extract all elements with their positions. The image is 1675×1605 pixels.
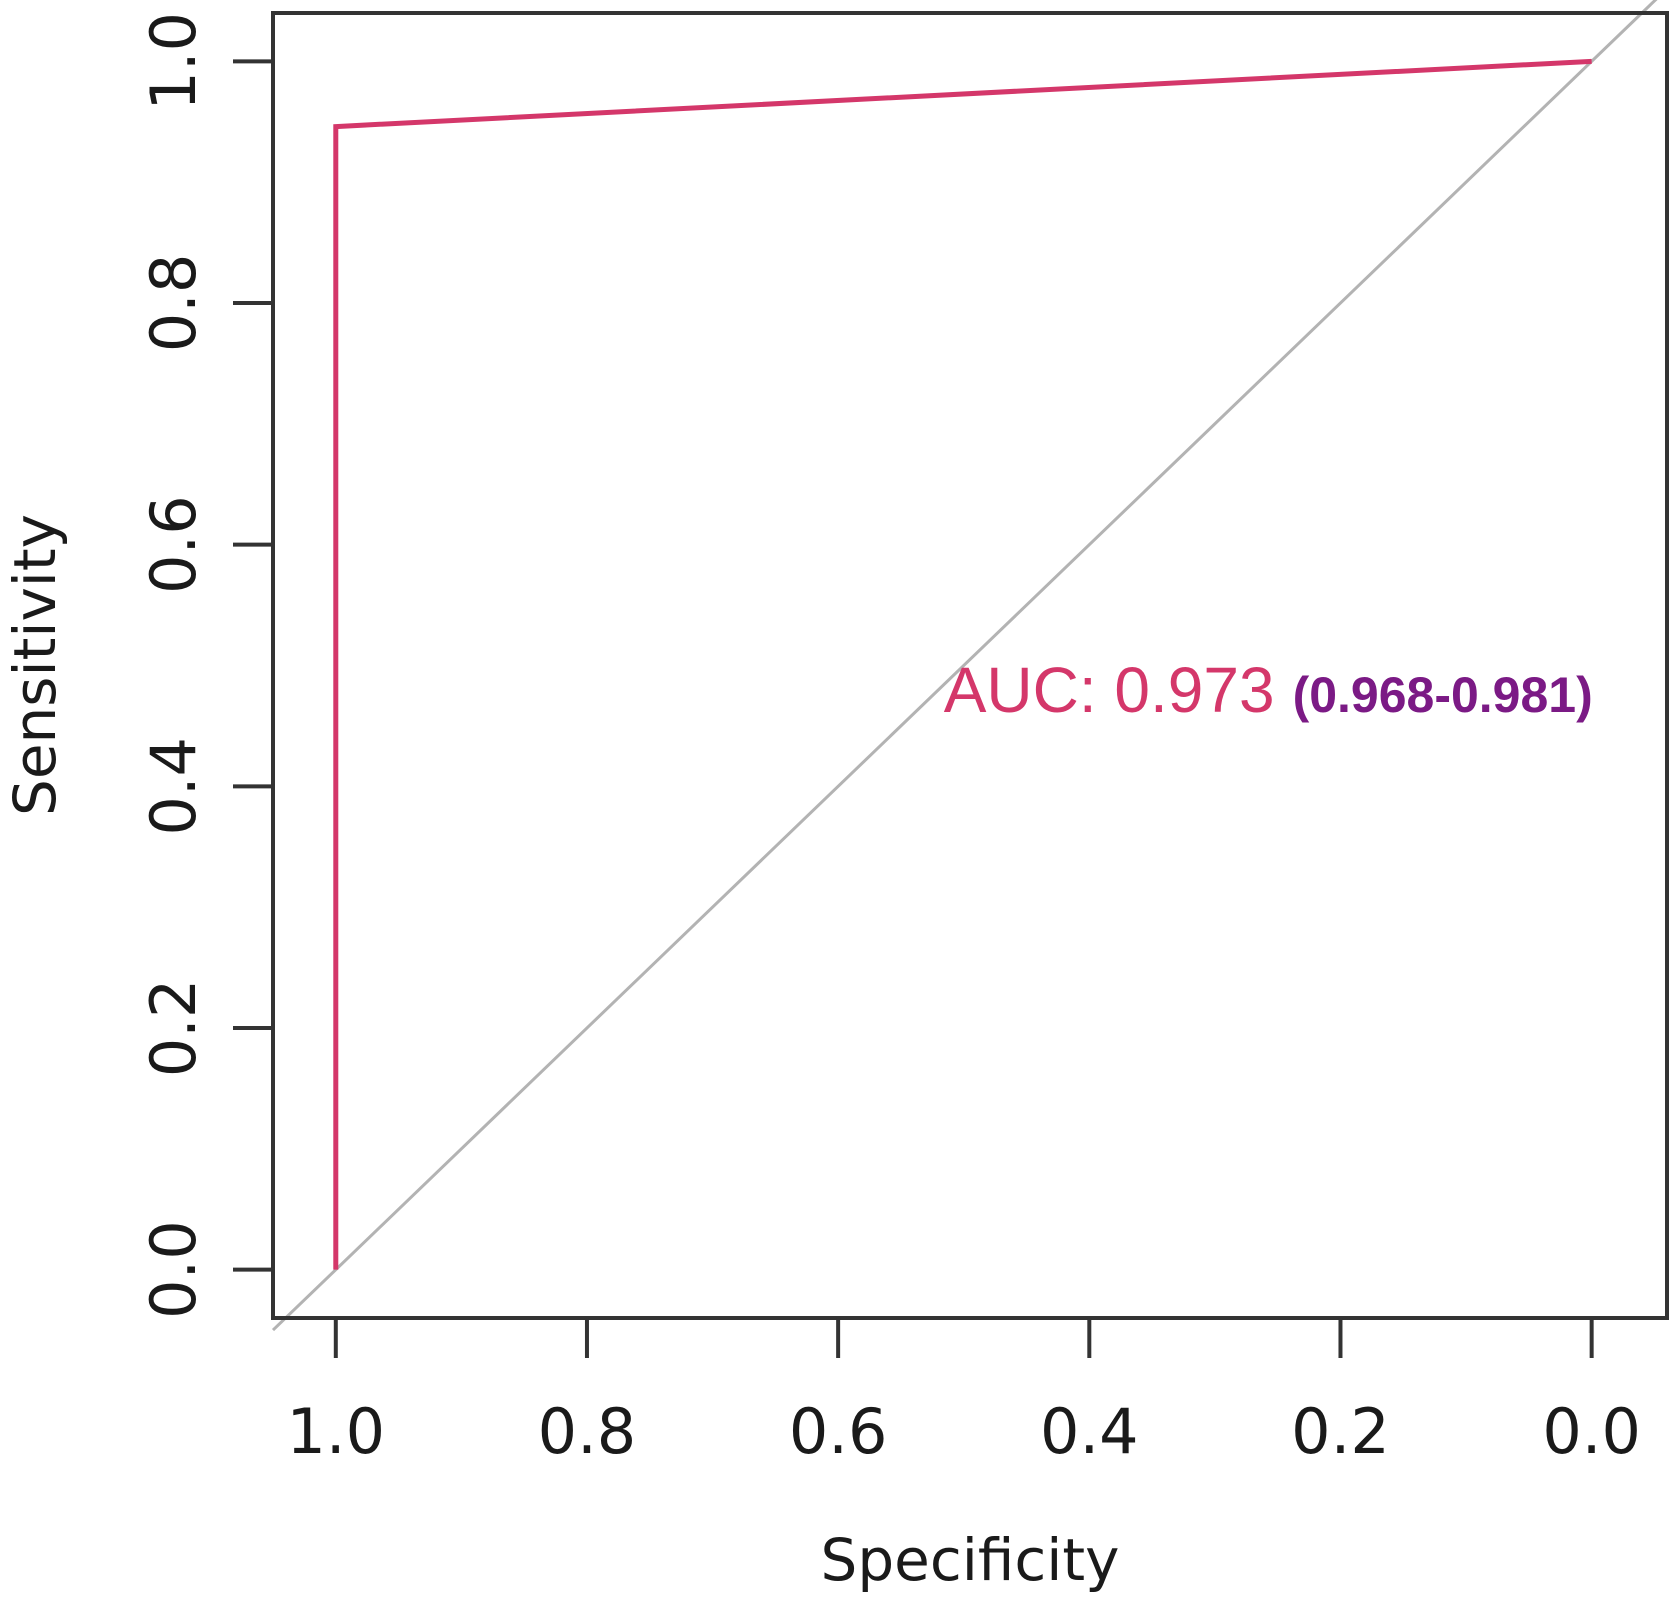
y-tick-label: 0.8 <box>137 254 210 353</box>
y-tick-label: 0.4 <box>137 737 210 836</box>
x-tick-label: 0.8 <box>538 1395 637 1468</box>
x-tick-label: 0.6 <box>789 1395 888 1468</box>
y-tick-label: 0.6 <box>137 495 210 594</box>
x-tick-label: 0.0 <box>1542 1395 1641 1468</box>
x-axis-title: Specificity <box>821 1526 1120 1594</box>
x-tick-label: 0.2 <box>1291 1395 1390 1468</box>
auc-confidence-interval: (0.968-0.981) <box>1293 667 1593 723</box>
roc-curve-line <box>333 58 1592 1270</box>
plot-frame <box>271 11 1669 1320</box>
auc-value: AUC: 0.973 <box>944 654 1275 726</box>
y-axis-title: Sensitivity <box>1 514 69 816</box>
x-tick-label: 1.0 <box>286 1395 385 1468</box>
y-tick-label: 1.0 <box>137 12 210 111</box>
auc-annotation: AUC: 0.973 (0.968-0.981) <box>944 654 1593 726</box>
reference-diagonal-line <box>271 0 1658 1332</box>
y-tick-label: 0.0 <box>137 1220 210 1319</box>
x-tick-label: 0.4 <box>1040 1395 1139 1468</box>
y-tick-label: 0.2 <box>137 979 210 1078</box>
